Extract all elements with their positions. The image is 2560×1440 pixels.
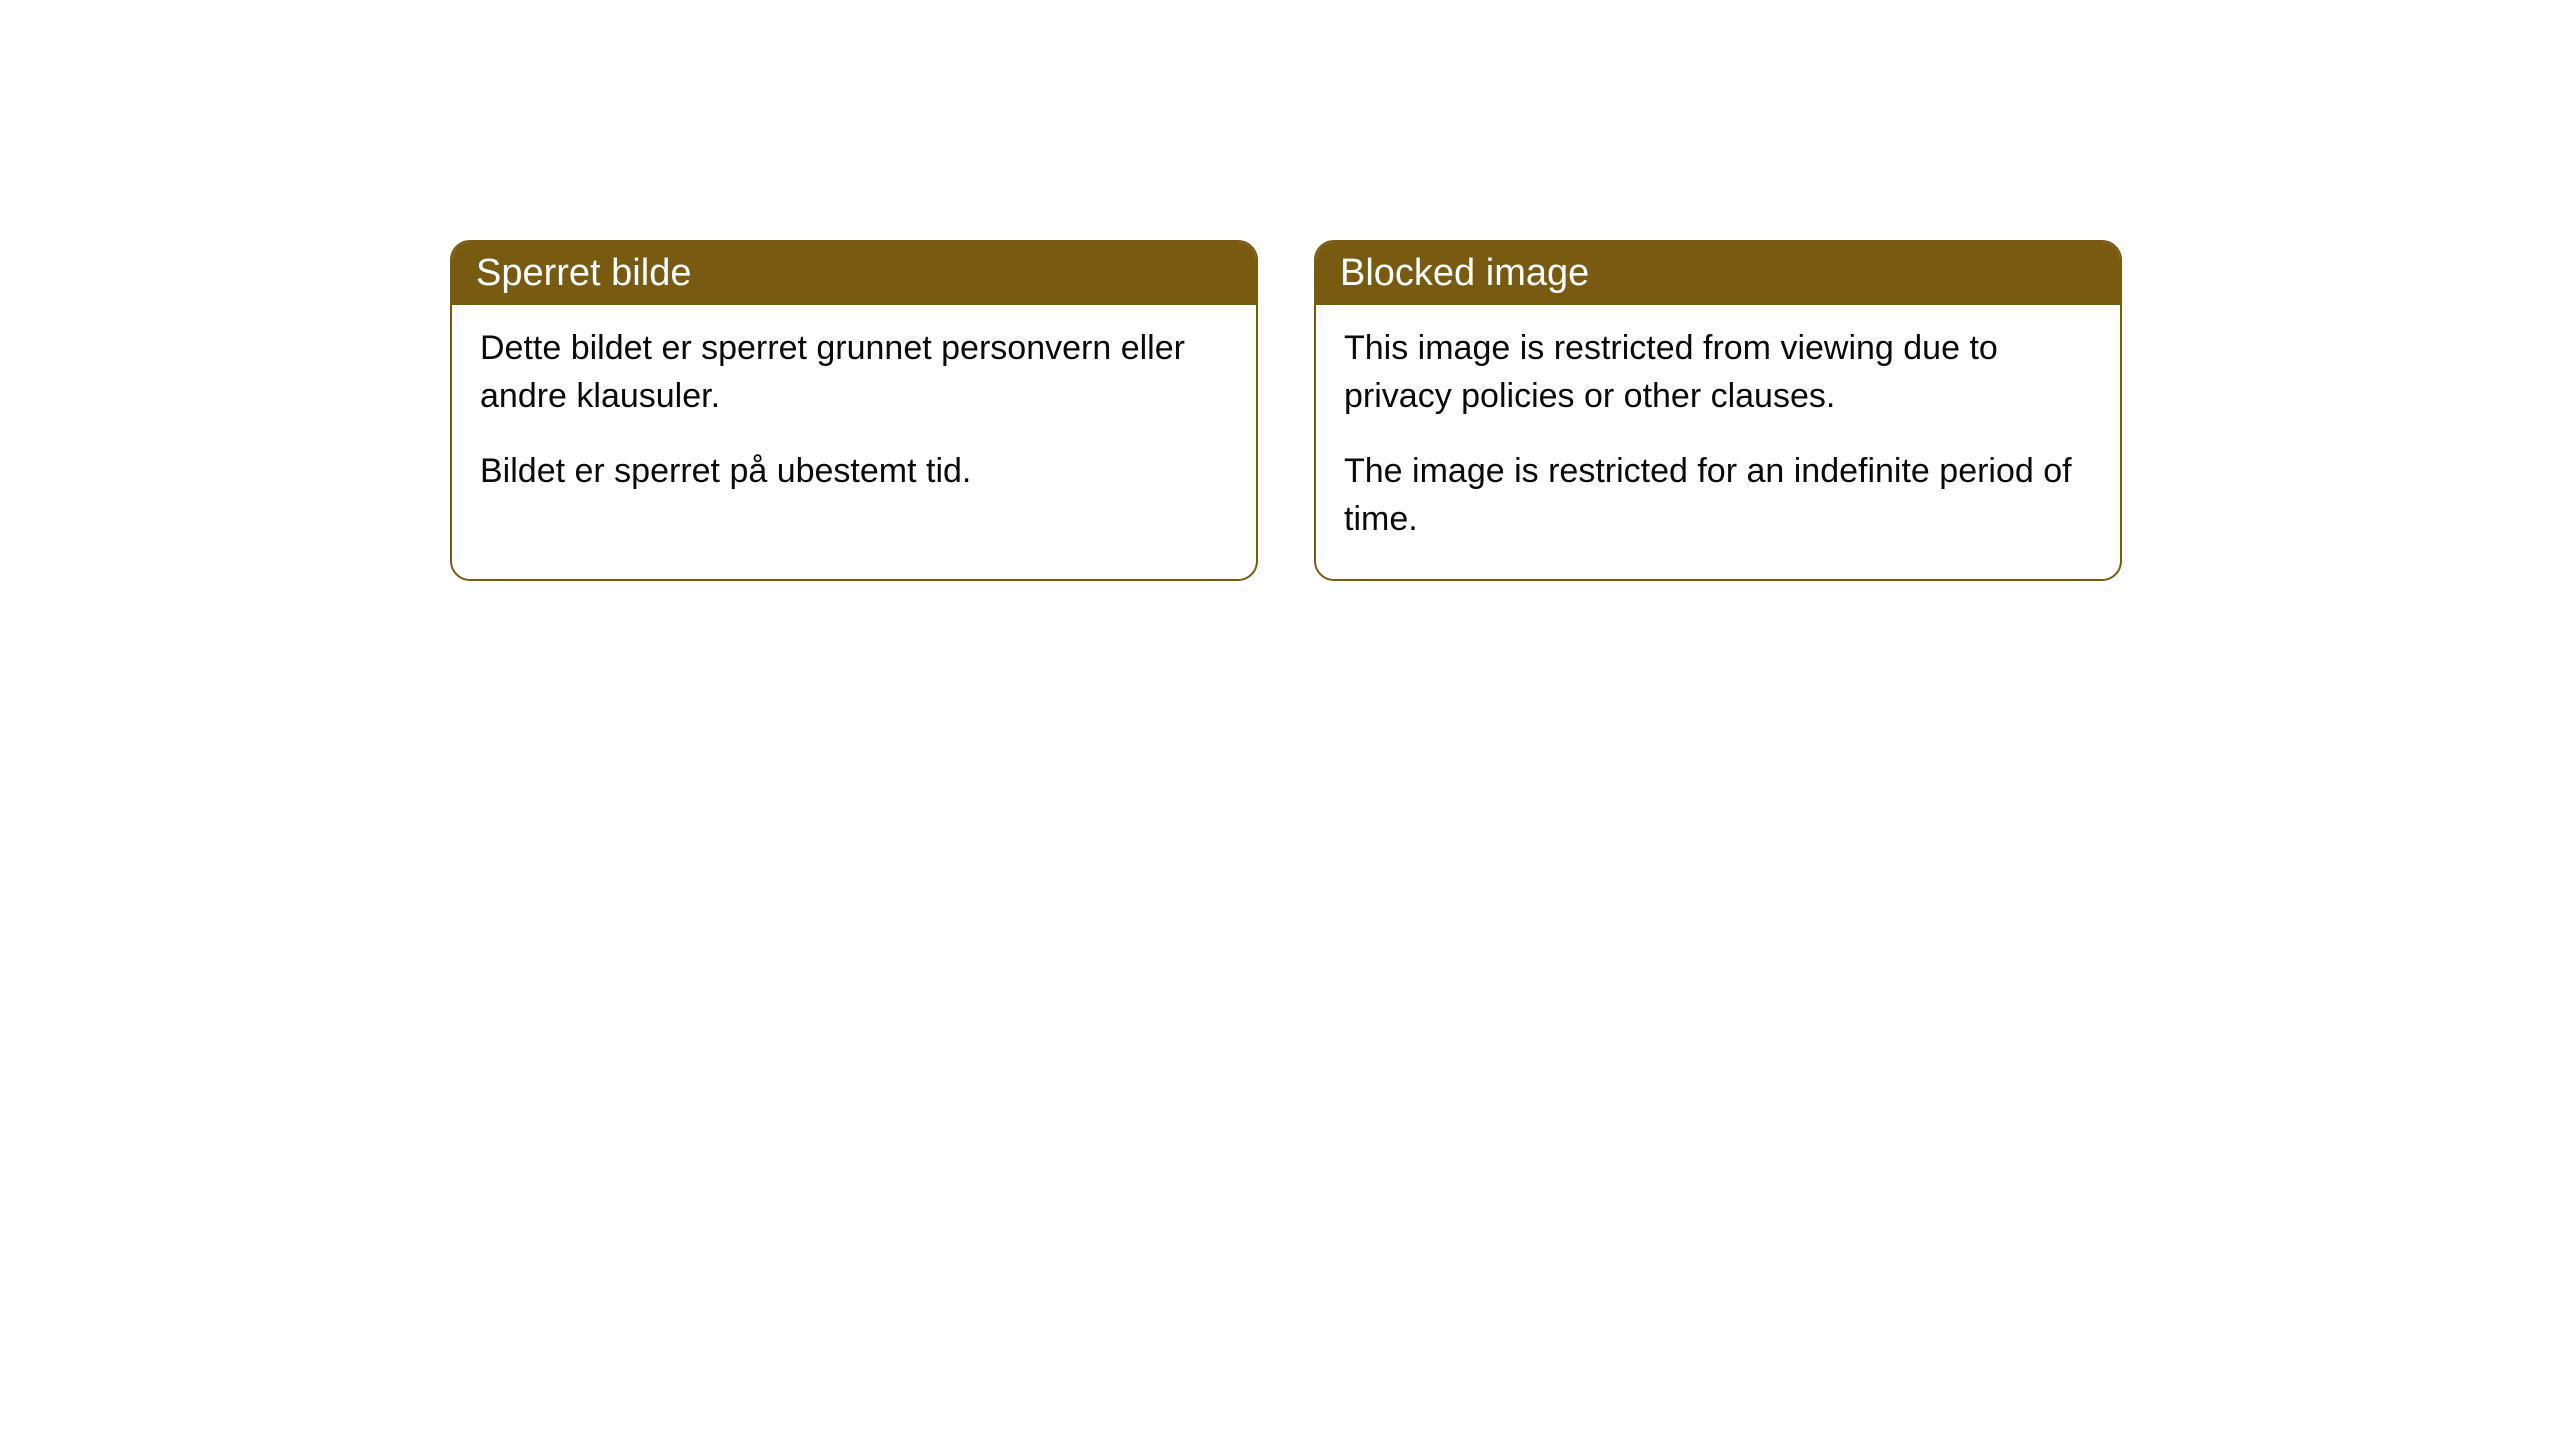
card-header: Sperret bilde xyxy=(452,242,1256,305)
card-body: Dette bildet er sperret grunnet personve… xyxy=(452,305,1256,532)
card-title: Sperret bilde xyxy=(476,252,691,294)
card-header: Blocked image xyxy=(1316,242,2120,305)
notice-card-norwegian: Sperret bilde Dette bildet er sperret gr… xyxy=(450,240,1258,581)
notice-cards-container: Sperret bilde Dette bildet er sperret gr… xyxy=(450,240,2122,581)
notice-card-english: Blocked image This image is restricted f… xyxy=(1314,240,2122,581)
card-paragraph: The image is restricted for an indefinit… xyxy=(1344,448,2092,543)
card-title: Blocked image xyxy=(1340,252,1589,294)
card-body: This image is restricted from viewing du… xyxy=(1316,305,2120,579)
card-paragraph: Bildet er sperret på ubestemt tid. xyxy=(480,448,1228,496)
card-paragraph: Dette bildet er sperret grunnet personve… xyxy=(480,325,1228,420)
card-paragraph: This image is restricted from viewing du… xyxy=(1344,325,2092,420)
